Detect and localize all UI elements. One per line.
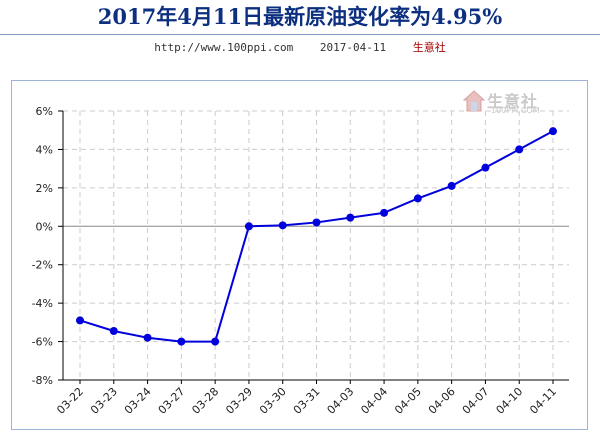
y-tick-label: 6% xyxy=(36,105,53,118)
title-divider xyxy=(0,34,600,35)
data-point xyxy=(447,181,456,190)
y-tick-label: 2% xyxy=(36,182,53,195)
data-point xyxy=(346,213,355,222)
source-date: 2017-04-11 xyxy=(319,41,387,54)
x-tick-label: 04-06 xyxy=(426,385,458,417)
data-point xyxy=(278,221,287,230)
logo-text: 生意社 xyxy=(487,92,539,111)
x-tick-label: 03-27 xyxy=(156,385,188,417)
x-tick-label: 03-31 xyxy=(291,385,323,417)
data-point xyxy=(515,145,524,154)
source-brand[interactable]: 生意社 xyxy=(412,41,446,54)
x-tick-label: 03-24 xyxy=(122,385,154,417)
y-tick-label: -8% xyxy=(32,374,53,387)
y-tick-label: -2% xyxy=(32,259,53,272)
chart-title: 2017年4月11日最新原油变化率为4.95% xyxy=(97,4,503,29)
x-tick-label: 04-11 xyxy=(527,385,559,417)
source-line: http://www.100ppi.com 2017-04-11 生意社 xyxy=(0,40,600,56)
data-point xyxy=(244,222,253,231)
x-tick-label: 04-03 xyxy=(325,385,357,417)
house-logo-icon xyxy=(463,90,485,112)
data-point xyxy=(413,194,422,203)
data-point xyxy=(143,333,152,342)
x-tick-label: 04-05 xyxy=(392,385,424,417)
watermark-logo: 生意社 100PPI.COM xyxy=(463,88,563,118)
y-tick-label: -6% xyxy=(32,336,53,349)
source-url[interactable]: http://www.100ppi.com xyxy=(154,41,294,54)
logo-subtext: 100PPI.COM xyxy=(491,106,540,115)
x-tick-label: 03-28 xyxy=(189,385,221,417)
data-point xyxy=(211,337,220,346)
x-tick-label: 03-22 xyxy=(54,385,86,417)
x-tick-label: 03-30 xyxy=(257,385,289,417)
x-tick-label: 04-10 xyxy=(494,385,526,417)
data-point xyxy=(109,327,118,336)
y-tick-label: -4% xyxy=(32,297,53,310)
y-tick-label: 4% xyxy=(36,143,53,156)
x-tick-label: 03-23 xyxy=(88,385,120,417)
y-tick-label: 0% xyxy=(36,220,53,233)
x-tick-label: 03-29 xyxy=(223,385,255,417)
data-point xyxy=(380,208,389,217)
data-point xyxy=(549,127,557,136)
data-point xyxy=(312,218,321,227)
data-point xyxy=(177,337,186,346)
data-point xyxy=(481,163,490,172)
chart-frame xyxy=(11,80,588,430)
data-point xyxy=(76,316,84,325)
x-tick-label: 04-07 xyxy=(460,385,492,417)
x-tick-label: 04-04 xyxy=(358,385,390,417)
